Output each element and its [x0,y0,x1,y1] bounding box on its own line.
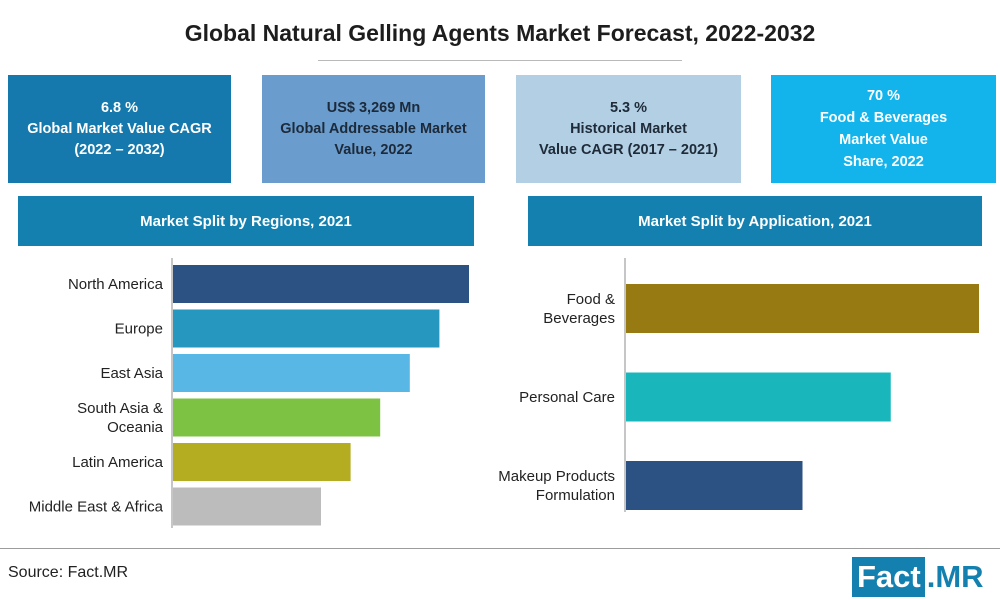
kpi-label: Market Value [839,132,928,148]
region-label: Middle East & Africa [29,499,164,516]
kpi-label: Food & Beverages [819,110,948,126]
title-divider [318,60,682,61]
kpi-label: Value, 2022 [334,141,413,158]
region-bar [173,309,440,348]
kpi-card-addressable-market: US$ 3,269 Mn Global Addressable Market V… [262,75,485,183]
region-bar [173,265,469,303]
logo-part-fact: Fact [852,557,925,597]
region-label: North America [68,276,164,293]
kpi-label: (2022 – 2032) [74,141,165,158]
kpi-label: Global Market Value CAGR [27,120,212,137]
kpi-label: Global Addressable Market [280,120,467,137]
kpi-label: Share, 2022 [843,154,924,170]
region-bar [173,354,410,392]
kpi-card-market-cagr: 6.8 % Global Market Value CAGR (2022 – 2… [8,75,231,183]
footer-divider [0,548,1000,549]
logo-part-mr: .MR [926,559,984,594]
application-bar [626,284,979,333]
region-bar [173,443,351,481]
kpi-label: Value CAGR (2017 – 2021) [539,141,718,158]
application-label: Food & Beverages [543,291,615,327]
source-note: Source: Fact.MR [8,564,129,581]
region-label: South Asia & Oceania [77,400,164,436]
application-label: Makeup Products Formulation [498,468,615,504]
application-bar [626,372,891,422]
factmr-logo: Fact .MR [852,557,984,597]
application-label: Personal Care [519,389,615,406]
kpi-value: 70 % [866,88,901,104]
kpi-card-historical-cagr: 5.3 % Historical Market Value CAGR (2017… [516,75,741,183]
region-label: Latin America [72,454,164,471]
region-label: East Asia [100,365,163,382]
region-bar [173,487,321,526]
kpi-value: 6.8 % [100,99,139,116]
region-label: Europe [115,321,163,338]
kpi-label: Historical Market [570,120,687,137]
chart-title: Global Natural Gelling Agents Market For… [184,20,816,46]
regions-chart-header: Market Split by Regions, 2021 [18,196,474,246]
kpi-card-food-beverages-share: 70 % Food & Beverages Market Value Share… [771,75,996,183]
kpi-value: US$ 3,269 Mn [326,99,421,116]
application-chart-header: Market Split by Application, 2021 [528,196,982,246]
region-bar [173,398,381,437]
kpi-value: 5.3 % [609,99,648,116]
application-bar [626,461,803,510]
